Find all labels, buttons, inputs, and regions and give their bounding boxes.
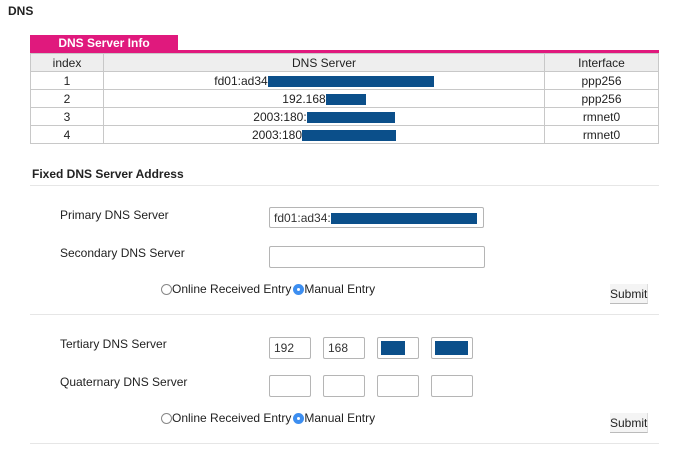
fixed-dns-section-title: Fixed DNS Server Address bbox=[32, 167, 184, 181]
primary-dns-label: Primary DNS Server bbox=[60, 208, 169, 222]
tertiary-octet-3-input[interactable] bbox=[377, 337, 419, 359]
row-index: 4 bbox=[30, 125, 104, 144]
table-row: 1 fd01:ad34 ppp256 bbox=[30, 71, 659, 90]
row-index: 3 bbox=[30, 107, 104, 126]
primary-dns-input[interactable]: fd01:ad34: bbox=[269, 207, 484, 228]
dns-server-value: 2003:180: bbox=[253, 109, 307, 124]
fixed-entry-mode: Online Received Entry Manual Entry bbox=[161, 282, 375, 296]
redacted-block bbox=[330, 213, 477, 225]
radio-manual-entry[interactable] bbox=[293, 412, 305, 424]
section-divider bbox=[30, 314, 659, 315]
radio-online-received[interactable] bbox=[161, 412, 172, 424]
table-header-row: index DNS Server Interface bbox=[30, 53, 659, 72]
secondary-dns-label: Secondary DNS Server bbox=[60, 246, 185, 260]
table-row: 3 2003:180: rmnet0 bbox=[30, 107, 659, 126]
section-divider bbox=[30, 185, 659, 186]
quaternary-octet-4-input[interactable] bbox=[431, 375, 473, 397]
row-interface: ppp256 bbox=[544, 71, 659, 90]
header-interface: Interface bbox=[544, 53, 659, 72]
radio-manual-entry-label[interactable]: Manual Entry bbox=[304, 411, 376, 425]
row-dns-server: 192.168 bbox=[103, 89, 545, 108]
radio-online-received[interactable] bbox=[161, 283, 172, 295]
section-divider bbox=[30, 443, 659, 444]
submit-button[interactable]: Submit bbox=[610, 284, 648, 304]
redacted-block bbox=[267, 75, 434, 87]
dns-server-value: 192.168 bbox=[282, 91, 326, 106]
redacted-block bbox=[325, 93, 366, 105]
redacted-block bbox=[306, 111, 395, 123]
row-interface: ppp256 bbox=[544, 89, 659, 108]
row-index: 2 bbox=[30, 89, 104, 108]
row-dns-server: fd01:ad34 bbox=[103, 71, 545, 90]
row-interface: rmnet0 bbox=[544, 107, 659, 126]
tertiary-octet-4-input[interactable] bbox=[431, 337, 473, 359]
page-title: DNS bbox=[8, 4, 34, 18]
header-index: index bbox=[30, 53, 104, 72]
redacted-block bbox=[435, 341, 468, 355]
tertiary-octet-1-input[interactable]: 192 bbox=[269, 337, 311, 359]
radio-online-received-label[interactable]: Online Received Entry bbox=[172, 282, 292, 296]
tertiary-octet-2-input[interactable]: 168 bbox=[323, 337, 365, 359]
ipv4-entry-mode: Online Received Entry Manual Entry bbox=[161, 411, 375, 425]
tertiary-dns-label: Tertiary DNS Server bbox=[60, 337, 167, 351]
row-interface: rmnet0 bbox=[544, 125, 659, 144]
dns-server-value: 2003:180 bbox=[251, 127, 303, 142]
primary-dns-value: fd01:ad34: bbox=[274, 211, 331, 225]
quaternary-octet-2-input[interactable] bbox=[323, 375, 365, 397]
redacted-block bbox=[381, 341, 405, 355]
dns-server-info-tab: DNS Server Info bbox=[30, 35, 178, 51]
submit-button[interactable]: Submit bbox=[610, 413, 648, 433]
row-index: 1 bbox=[30, 71, 104, 90]
dns-server-table: index DNS Server Interface 1 fd01:ad34 p… bbox=[30, 53, 659, 144]
table-row: 2 192.168 ppp256 bbox=[30, 89, 659, 108]
table-row: 4 2003:180 rmnet0 bbox=[30, 125, 659, 144]
row-dns-server: 2003:180 bbox=[103, 125, 545, 144]
info-tab-underline bbox=[30, 50, 659, 53]
secondary-dns-input[interactable] bbox=[269, 246, 485, 268]
quaternary-octet-3-input[interactable] bbox=[377, 375, 419, 397]
header-dns-server: DNS Server bbox=[103, 53, 545, 72]
dns-server-value: fd01:ad34 bbox=[214, 73, 268, 88]
quaternary-octet-1-input[interactable] bbox=[269, 375, 311, 397]
quaternary-dns-label: Quaternary DNS Server bbox=[60, 375, 188, 389]
redacted-block bbox=[302, 129, 397, 141]
radio-manual-entry[interactable] bbox=[293, 283, 305, 295]
row-dns-server: 2003:180: bbox=[103, 107, 545, 126]
radio-manual-entry-label[interactable]: Manual Entry bbox=[304, 282, 376, 296]
radio-online-received-label[interactable]: Online Received Entry bbox=[172, 411, 292, 425]
